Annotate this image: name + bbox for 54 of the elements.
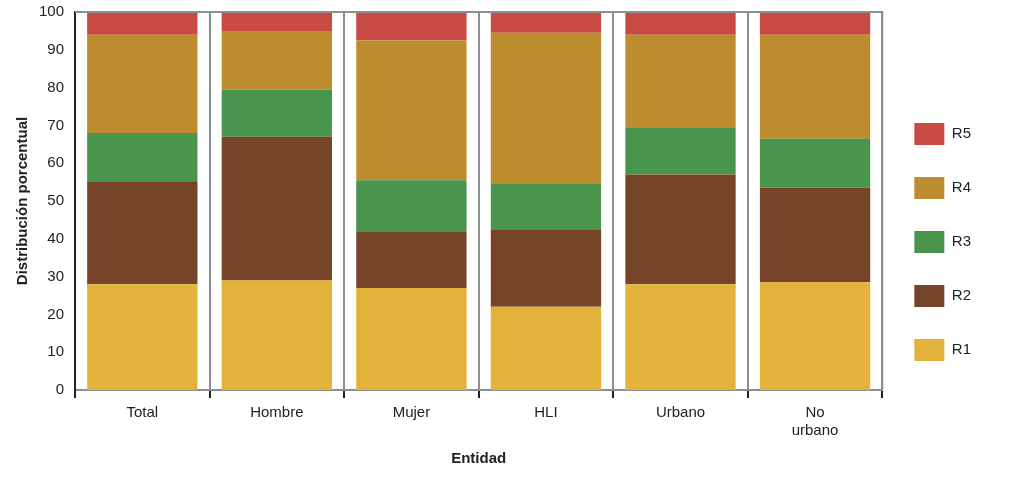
bar	[759, 138, 871, 188]
y-tick-label: 60	[47, 153, 65, 171]
legend-label: R5	[951, 124, 972, 142]
bar	[87, 12, 198, 35]
bar	[87, 284, 198, 390]
bar	[625, 34, 736, 128]
x-tick-label: Urbano	[655, 403, 706, 421]
y-tick-label: 30	[47, 266, 65, 284]
y-tick-label: 100	[39, 2, 65, 20]
bar	[221, 280, 333, 390]
bar	[356, 231, 467, 288]
x-axis-title: Entidad	[451, 449, 507, 467]
bar	[356, 12, 467, 41]
legend-label: R2	[951, 286, 972, 304]
bar	[490, 32, 602, 184]
legend-label: R3	[951, 232, 972, 250]
y-tick-label: 20	[47, 304, 65, 322]
x-tick-label: Hombre	[250, 403, 304, 421]
bar	[356, 40, 467, 181]
bar	[759, 34, 871, 139]
y-tick-label: 70	[47, 115, 65, 133]
bar	[356, 180, 467, 232]
bar	[221, 89, 333, 137]
x-tick-label: No urbano	[791, 403, 839, 439]
bar	[759, 12, 871, 35]
bar	[87, 182, 198, 285]
x-tick-label: Mujer	[392, 403, 431, 421]
x-tick-label: HLI	[534, 403, 558, 421]
bar	[87, 132, 198, 183]
bar	[759, 187, 871, 283]
bar	[625, 127, 736, 175]
bar	[221, 136, 333, 281]
y-tick-label: 40	[47, 228, 65, 246]
legend-label: R1	[951, 340, 972, 358]
bar	[87, 34, 198, 133]
bar	[490, 306, 602, 390]
bar	[625, 174, 736, 285]
bar	[759, 282, 871, 390]
bar	[490, 12, 602, 33]
y-axis-title: Distribución porcentual	[13, 116, 31, 286]
bar	[625, 12, 736, 35]
bar	[490, 183, 602, 230]
y-tick-label: 80	[47, 77, 65, 95]
bar	[625, 284, 736, 390]
y-tick-label: 10	[47, 342, 65, 360]
y-tick-label: 0	[55, 380, 65, 398]
legend-label: R4	[951, 178, 972, 196]
bar	[356, 287, 467, 390]
bar	[490, 229, 602, 307]
y-tick-label: 50	[47, 191, 65, 209]
x-tick-label: Total	[126, 403, 159, 421]
bar	[221, 30, 333, 90]
bar	[221, 12, 333, 31]
y-tick-label: 90	[47, 39, 65, 57]
